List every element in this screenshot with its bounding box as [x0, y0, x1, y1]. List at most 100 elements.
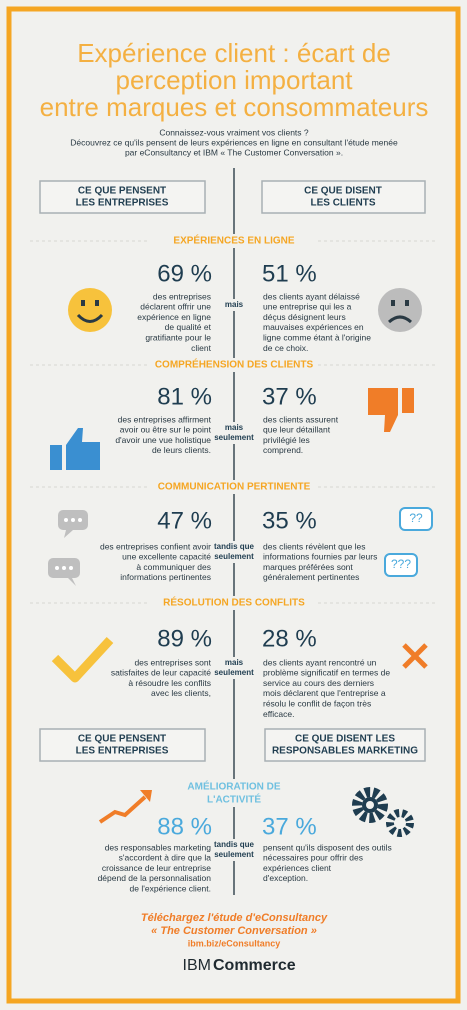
section-title: COMPRÉHENSION DES CLIENTS — [155, 358, 314, 371]
stat-text: une excellente capacité — [122, 552, 211, 562]
stat-text: mois déclarent que l'entreprise a — [263, 688, 386, 698]
stat-text: des clients ayant rencontré un — [263, 657, 377, 667]
thumbs-up-icon — [50, 428, 100, 470]
title: perception important — [115, 65, 353, 95]
connector-bg — [214, 299, 254, 311]
column-header: CE QUE PENSENT — [78, 734, 166, 745]
column-box — [39, 728, 206, 762]
title-strip — [150, 358, 318, 372]
stat-text: résolu le conflit de façon très — [263, 698, 371, 708]
stat-text: que leur détaillant — [263, 425, 331, 435]
growth-icon — [98, 790, 152, 824]
stat-text: des entreprises sont — [134, 657, 211, 667]
section-title: AMÉLIORATION DE — [187, 780, 280, 793]
column-header: CE QUE DISENT LES — [295, 734, 395, 745]
stat-text: client — [191, 343, 211, 353]
section-title: EXPÉRIENCES EN LIGNE — [173, 234, 294, 247]
question-mark: ?? — [409, 511, 423, 525]
stat-text: expériences client — [263, 863, 332, 873]
stat-text: avoir ou être sur le point — [120, 425, 212, 435]
thumbs-down-icon — [368, 388, 414, 432]
stat-text: nécessaires pour offrir des — [263, 853, 363, 863]
stat-text: des clients ayant délaissé — [263, 291, 360, 301]
percentage: 88 % — [157, 813, 212, 840]
stat-text: généralement pertinentes — [263, 572, 359, 582]
download-text: Téléchargez l'étude d'eConsultancy — [141, 912, 328, 924]
percentage: 51 % — [262, 260, 317, 287]
title-strip — [150, 234, 318, 248]
stat-text: avec les clients, — [151, 688, 211, 698]
stat-text: gratifiante pour le — [145, 332, 211, 342]
connector: mais — [225, 300, 244, 309]
intro: Connaissez-vous vraiment vos clients ? — [159, 127, 309, 137]
stat-text: des entreprises affirment — [118, 414, 212, 424]
connector-bg — [214, 839, 254, 861]
percentage: 89 % — [157, 625, 212, 652]
column-box — [264, 728, 426, 762]
stat-text: de ce choix. — [263, 343, 308, 353]
column-box — [39, 180, 206, 214]
stat-text: des clients assurent — [263, 414, 339, 424]
intro: par eConsultancy et IBM « The Customer C… — [125, 147, 343, 157]
download-text: « The Customer Conversation » — [151, 925, 317, 937]
stat-text: s'accordent à dire que la — [119, 853, 212, 863]
stat-text: informations fournies par leurs — [263, 552, 377, 562]
stat-text: problème significatif en termes de — [263, 668, 390, 678]
connector-bg — [214, 657, 254, 679]
percentage: 37 % — [262, 813, 317, 840]
percentage: 28 % — [262, 625, 317, 652]
intro: Découvrez ce qu'ils pensent de leurs exp… — [70, 137, 398, 147]
stat-text: des responsables marketing — [105, 842, 212, 852]
brand: IBM — [183, 957, 211, 974]
column-header: RESPONSABLES MARKETING — [272, 746, 418, 757]
column-header: LES ENTREPRISES — [76, 746, 169, 757]
download-url: ibm.biz/eConsultancy — [188, 938, 281, 948]
stat-text: privilégié les — [263, 435, 310, 445]
title: entre marques et consommateurs — [40, 92, 429, 122]
brand-product: Commerce — [213, 957, 296, 974]
percentage: 37 % — [262, 383, 317, 410]
frame — [6, 6, 461, 1004]
check-icon — [51, 636, 114, 683]
connector: seulement — [214, 433, 254, 442]
stat-text: service au cours des derniers — [263, 678, 374, 688]
stat-text: de leurs clients. — [152, 445, 211, 455]
stat-text: d'avoir une vue holistique — [115, 435, 211, 445]
connector-bg — [214, 541, 254, 563]
stat-text: déçus désignent leurs — [263, 312, 346, 322]
connector: seulement — [214, 850, 254, 859]
section-title: COMMUNICATION PERTINENTE — [158, 482, 311, 493]
percentage: 69 % — [157, 260, 212, 287]
stat-text: des entreprises confient avoir — [100, 541, 211, 551]
column-header: LES CLIENTS — [310, 198, 375, 209]
stat-text: d'exception. — [263, 873, 308, 883]
stat-text: dépend de la personnalisation — [98, 873, 212, 883]
stat-text: des entreprises — [153, 291, 211, 301]
question-mark: ??? — [391, 557, 411, 571]
column-box — [261, 180, 426, 214]
connector: seulement — [214, 668, 254, 677]
column-header: CE QUE PENSENT — [78, 186, 166, 197]
title-strip — [150, 480, 318, 494]
sad-icon — [378, 288, 422, 332]
stat-text: à résoudre les conflits — [128, 678, 211, 688]
stat-text: comprend. — [263, 445, 303, 455]
stat-text: de l'expérience client. — [130, 883, 211, 893]
question-icon — [384, 507, 433, 577]
title-strip — [150, 596, 318, 610]
percentage: 47 % — [157, 507, 212, 534]
stat-text: marques préférées sont — [263, 562, 353, 572]
section-title: L'ACTIVITÉ — [207, 793, 261, 806]
stat-text: ligne comme étant à l'origine — [263, 332, 371, 342]
smiley-icon — [68, 288, 112, 332]
connector: tandis que — [214, 840, 255, 849]
stat-text: déclarent offrir une — [140, 302, 211, 312]
cross-icon — [402, 643, 428, 669]
gears-icon — [352, 787, 414, 837]
title: Expérience client : écart de — [77, 38, 391, 68]
connector: mais — [225, 658, 244, 667]
connector: mais — [225, 423, 244, 432]
percentage: 35 % — [262, 507, 317, 534]
stat-text: une entreprise qui les a — [263, 302, 352, 312]
